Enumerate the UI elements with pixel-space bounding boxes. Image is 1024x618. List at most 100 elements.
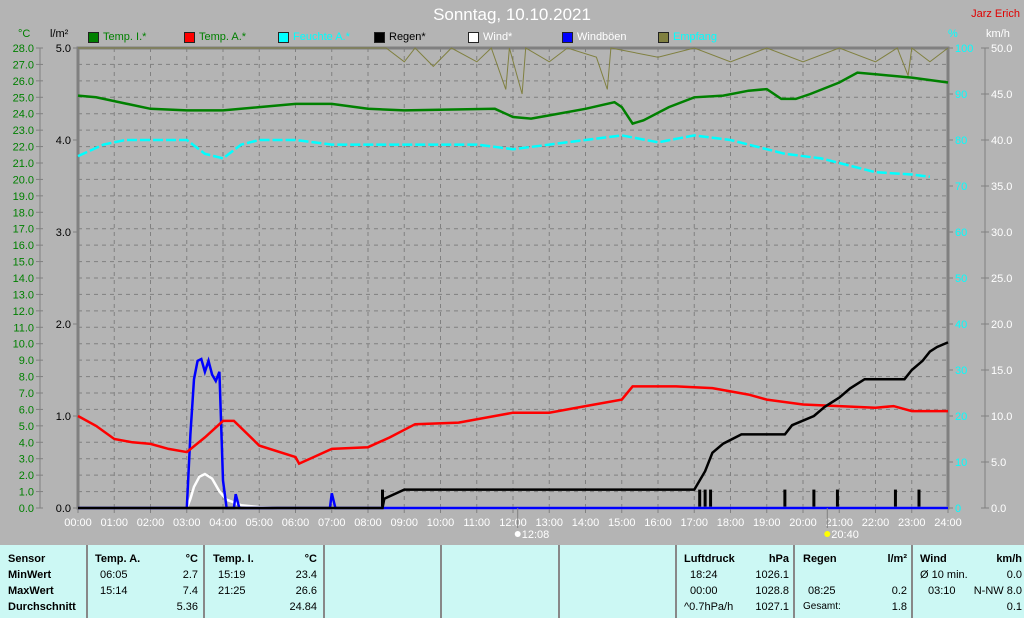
x-tick-label: 06:00 [282, 517, 310, 529]
temp-i-max: 26.6 [295, 585, 317, 597]
temp-tick-label: 28.0 [13, 43, 34, 55]
humidity-tick-label: 60 [955, 227, 967, 239]
temp-tick-label: 22.0 [13, 142, 34, 154]
rain-total-label: Gesamt: [803, 601, 841, 612]
legend-item: Regen* [374, 31, 426, 43]
x-tick-label: 03:00 [173, 517, 201, 529]
legend-swatch [374, 31, 385, 43]
temp-tick-label: 16.0 [13, 240, 34, 252]
temp-a-header: Temp. A. [95, 553, 141, 565]
x-tick-label: 18:00 [717, 517, 745, 529]
x-tick-label: 13:00 [535, 517, 563, 529]
temp-tick-label: 24.0 [13, 109, 34, 121]
sunset-icon [824, 531, 831, 537]
series-line-tempa [77, 385, 948, 466]
temp-tick-label: 9.0 [19, 355, 34, 367]
x-tick-label: 00:00 [64, 517, 92, 529]
x-tick-label: 19:00 [753, 517, 781, 529]
temp-axis-unit: °C [18, 28, 31, 40]
legend-swatch [278, 31, 289, 43]
wind-unit: km/h [996, 553, 1022, 565]
stats-table: Sensor MinWert MaxWert Durchschnitt Temp… [0, 545, 1024, 618]
temp-a-min: 2.7 [182, 569, 198, 581]
x-tick-label: 24:00 [934, 517, 962, 529]
wind-tick-label: 35.0 [991, 181, 1012, 193]
temp-tick-label: 2.0 [19, 470, 34, 482]
temp-tick-label: 12.0 [13, 306, 34, 318]
temp-tick-label: 23.0 [13, 125, 34, 137]
series-line-feuchtea [77, 134, 931, 179]
humidity-tick-label: 70 [955, 181, 967, 193]
chart-title: Sonntag, 10.10.2021 [433, 5, 591, 24]
series-line-tempi [77, 71, 949, 126]
rain-tick-label: 3.0 [56, 227, 71, 239]
pressure-min-time: 18:24 [690, 569, 718, 581]
rain-tick-label: 5.0 [56, 43, 71, 55]
rain-header: Regen [803, 553, 837, 565]
legend-item: Empfang [658, 31, 717, 43]
legend-item: Wind* [468, 31, 512, 43]
temp-tick-label: 14.0 [13, 273, 34, 285]
pressure-header: Luftdruck [684, 553, 735, 565]
pressure-max: 1028.8 [755, 585, 789, 597]
x-tick-label: 21:00 [825, 517, 853, 529]
author-label: Jarz Erich [971, 8, 1020, 20]
x-tick-label: 05:00 [245, 517, 273, 529]
pressure-trend: ^0.7hPa/h [684, 601, 734, 613]
legend-label: Feuchte A.* [293, 31, 350, 43]
wind-tick-label: 15.0 [991, 365, 1012, 377]
humidity-tick-label: 40 [955, 319, 967, 331]
x-tick-label: 14:00 [572, 517, 600, 529]
temp-i-min: 23.4 [295, 569, 317, 581]
x-tick-label: 23:00 [898, 517, 926, 529]
temp-tick-label: 18.0 [13, 207, 34, 219]
temp-tick-label: 11.0 [13, 322, 34, 334]
rain-tick-label: 2.0 [56, 319, 71, 331]
x-tick-label: 16:00 [644, 517, 672, 529]
temp-a-avg: 5.36 [176, 601, 198, 613]
pressure-min: 1026.1 [755, 569, 789, 581]
wind-tick-label: 50.0 [991, 43, 1012, 55]
pressure-max-time: 00:00 [690, 585, 718, 597]
x-tick-label: 02:00 [137, 517, 165, 529]
legend-label: Regen* [389, 31, 426, 43]
temp-tick-label: 27.0 [13, 59, 34, 71]
wind-tick-label: 45.0 [991, 89, 1012, 101]
temp-i-min-time: 15:19 [218, 569, 246, 581]
legend-label: Empfang [673, 31, 718, 43]
rain-max: 0.2 [891, 585, 907, 597]
x-tick-label: 08:00 [354, 517, 382, 529]
x-tick-label: 10:00 [427, 517, 455, 529]
rain-tick-label: 4.0 [56, 135, 71, 147]
rain-tick-label: 0.0 [56, 503, 71, 515]
x-tick-label: 22:00 [862, 517, 890, 529]
humidity-tick-label: 0 [955, 503, 961, 515]
temp-tick-label: 4.0 [19, 437, 34, 449]
temp-tick-label: 3.0 [19, 454, 34, 466]
rain-tick-label: 1.0 [56, 411, 71, 423]
row-label-max: MaxWert [8, 585, 54, 597]
humidity-tick-label: 30 [955, 365, 967, 377]
humidity-tick-label: 80 [955, 135, 967, 147]
humidity-axis-unit: % [948, 28, 958, 40]
legend-label: Temp. A.* [199, 31, 247, 43]
rain-total: 1.8 [891, 601, 907, 613]
temp-i-unit: °C [304, 553, 317, 565]
wind-tick-label: 20.0 [991, 319, 1012, 331]
x-tick-label: 11:00 [463, 517, 490, 529]
rain-axis-unit: l/m² [50, 28, 69, 40]
row-label-avg: Durchschnitt [8, 601, 76, 613]
wind-avg: 0.0 [1006, 569, 1022, 581]
wind-day-avg: 0.1 [1006, 601, 1022, 613]
temp-i-avg: 24.84 [289, 601, 317, 613]
sunrise-icon [514, 531, 521, 537]
x-tick-label: 20:00 [789, 517, 817, 529]
temp-tick-label: 0.0 [19, 503, 34, 515]
legend-label: Temp. I.* [103, 31, 147, 43]
legend-item: Temp. A.* [184, 31, 246, 43]
legend-item: Feuchte A.* [278, 31, 350, 43]
legend-item: Temp. I.* [88, 31, 146, 43]
series-line-regen [78, 341, 949, 510]
wind-max-time: 03:10 [928, 585, 956, 597]
wind-max: N-NW 8.0 [973, 585, 1022, 597]
